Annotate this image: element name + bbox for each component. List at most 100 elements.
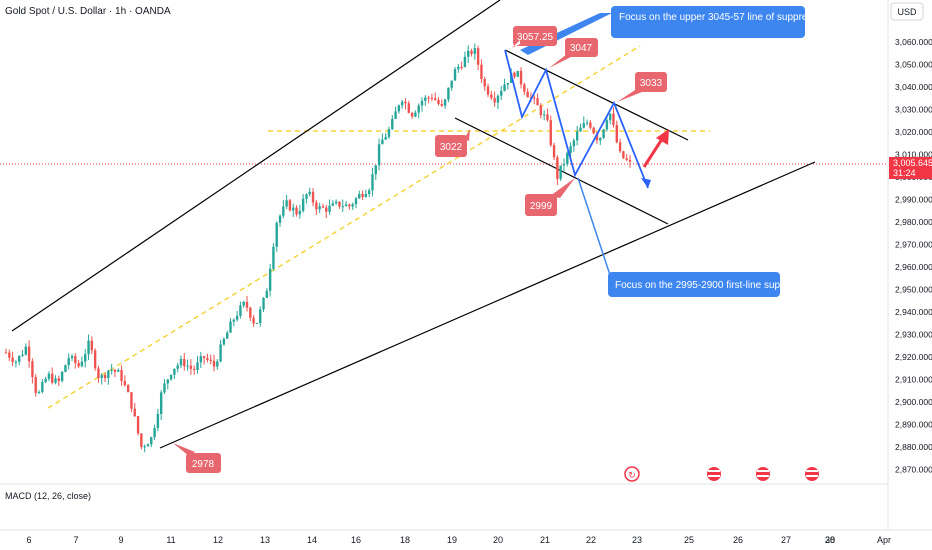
candle-body (602, 129, 605, 138)
candle-body (605, 120, 609, 130)
candle-body (74, 356, 77, 364)
candle-body (592, 127, 595, 134)
candle-body (552, 145, 556, 158)
candle-body (166, 379, 169, 384)
time-tick-label: 16 (351, 535, 361, 545)
candle-body (384, 136, 387, 140)
candle-body (536, 98, 539, 106)
candle-body (585, 122, 589, 124)
candle-body (262, 297, 265, 310)
candles (4, 43, 632, 453)
candle-body (278, 215, 282, 223)
price-tick-label: 2,870.000 (895, 465, 932, 475)
candle-body (103, 375, 107, 379)
candle-body (430, 97, 434, 99)
candle-body (374, 165, 377, 175)
label-3057: 3057.25 (512, 26, 557, 48)
us-flag-icon[interactable] (805, 467, 819, 481)
top-callout-text: Focus on the upper 3045-57 line of suppr… (619, 12, 831, 23)
red-arrow-shaft (642, 135, 666, 168)
currency-badge[interactable] (890, 2, 924, 21)
candle-body (463, 56, 467, 67)
candle-body (245, 301, 249, 308)
price-tick-label: 2,890.000 (895, 420, 932, 430)
current-price-value: 3,005.645 (893, 158, 932, 168)
candle-body (566, 152, 569, 165)
candle-body (447, 87, 450, 100)
candle-body (301, 198, 305, 211)
time-tick-label: 21 (540, 535, 550, 545)
candle-body (252, 317, 255, 324)
candle-body (14, 361, 18, 363)
price-tick-label: 2,920.000 (895, 352, 932, 362)
candle-body (222, 338, 226, 345)
current-price-tag (889, 157, 932, 179)
time-tick-label: 18 (400, 535, 410, 545)
price-axis[interactable]: 2,870.000 2,880.000 2,890.000 2,900.000 2,91… (895, 37, 932, 475)
price-tick-label: 2,880.000 (895, 442, 932, 452)
candle-body (500, 90, 503, 96)
us-flag-stripe-icon (757, 475, 769, 477)
us-flag-icon[interactable] (707, 467, 721, 481)
candle-body (206, 357, 209, 360)
candle-body (41, 382, 44, 393)
candle-body (87, 340, 90, 355)
us-flag-icon[interactable] (756, 467, 770, 481)
event-alert-icon[interactable] (624, 466, 640, 482)
price-tick-label: 3,030.000 (895, 105, 932, 115)
candle-body (159, 392, 163, 414)
candle-body (341, 206, 344, 208)
candle-body (169, 374, 173, 380)
blue-arrowhead (641, 178, 651, 188)
candle-body (249, 307, 252, 318)
candle-body (57, 378, 61, 381)
label-3033: 3033 (617, 72, 667, 102)
candle-body (186, 365, 189, 367)
candle-body (595, 133, 599, 141)
candle-body (163, 383, 166, 393)
candle-body (414, 112, 417, 117)
candle-body (130, 392, 133, 409)
candle-body (625, 158, 628, 160)
candle-body (51, 373, 54, 383)
time-tick-label: 30 (825, 535, 835, 545)
candle-body (126, 385, 130, 393)
candle-body (361, 193, 364, 197)
candle-body (67, 358, 70, 366)
price-tick-label: 3,020.000 (895, 127, 932, 137)
price-tick-label: 2,910.000 (895, 375, 932, 385)
candle-body (506, 82, 510, 85)
chart-title: Gold Spot / U.S. Dollar · 1h · OANDA (5, 6, 171, 17)
price-tick-label: 3,040.000 (895, 82, 932, 92)
candle-body (295, 207, 298, 215)
time-tick-label: 7 (73, 535, 78, 545)
candle-body (54, 378, 57, 383)
candle-body (367, 190, 371, 195)
candle-body (70, 356, 74, 359)
candle-body (556, 157, 559, 179)
candle-body (292, 207, 295, 211)
macd-label: MACD (12, 26, close) (5, 491, 91, 501)
red-arrowhead (656, 129, 669, 145)
candle-body (226, 332, 229, 339)
candle-body (272, 246, 275, 269)
event-icons[interactable]: ↻ (624, 466, 819, 482)
candle-body (140, 433, 143, 447)
channel-lower-line (159, 161, 816, 449)
label-2999-text: 2999 (530, 201, 553, 212)
candle-body (424, 97, 427, 101)
event-alert-glyph: ↻ (628, 471, 636, 481)
candle-body (496, 95, 500, 103)
candle-body (8, 352, 11, 358)
us-flag-stripe-icon (708, 475, 720, 477)
candle-body (47, 373, 51, 379)
candle-body (189, 365, 193, 369)
candle-body (381, 139, 384, 145)
candle-body (219, 344, 222, 362)
candle-body (216, 361, 219, 367)
candle-body (371, 174, 374, 191)
time-tick-label: 11 (166, 535, 175, 545)
candle-body (473, 48, 477, 54)
